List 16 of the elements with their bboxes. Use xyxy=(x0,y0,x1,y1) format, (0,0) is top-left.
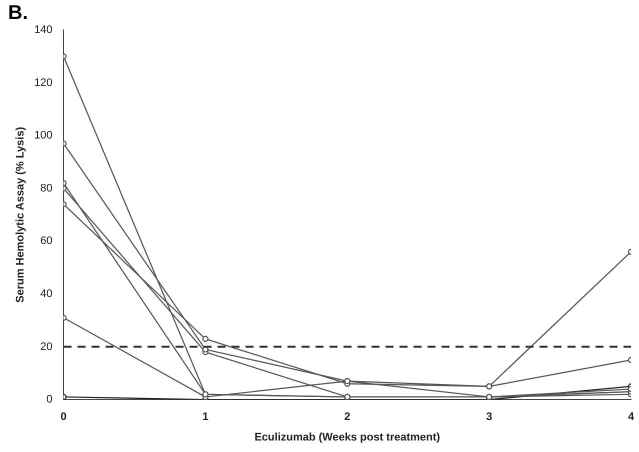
y-axis-title: Serum Hemolytic Assay (% Lysis) xyxy=(14,126,27,303)
y-tick-label: 100 xyxy=(34,130,53,142)
y-tick-label: 140 xyxy=(34,24,53,36)
x-tick-label: 2 xyxy=(344,411,350,424)
y-tick-label: 60 xyxy=(40,235,53,248)
x-axis-title: Eculizumab (Weeks post treatment) xyxy=(254,431,440,444)
x-tick-label: 0 xyxy=(60,411,67,424)
y-tick-label: 20 xyxy=(40,340,53,353)
y-tick-label: 40 xyxy=(40,288,53,300)
y-tick-label: 80 xyxy=(40,182,53,194)
y-tick-label: 120 xyxy=(34,76,53,89)
x-tick-label: 3 xyxy=(486,411,492,424)
y-tick-label: 0 xyxy=(46,394,53,406)
x-tick-label: 1 xyxy=(202,411,208,424)
chart-title: B. xyxy=(8,2,28,25)
x-tick-label: 4 xyxy=(628,411,635,424)
